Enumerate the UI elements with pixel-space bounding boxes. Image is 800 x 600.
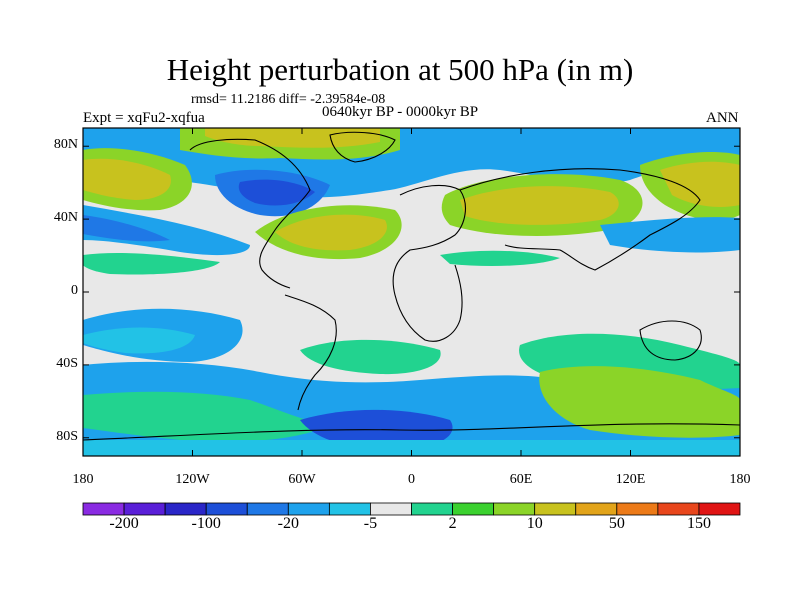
colorbar-box bbox=[575, 502, 618, 516]
colorbar-label: -5 bbox=[363, 515, 378, 532]
lat-label: 40N bbox=[53, 210, 78, 226]
contour-namerica-core bbox=[238, 179, 315, 206]
contour-wpacific-blue bbox=[600, 217, 740, 253]
colorbar-box bbox=[657, 502, 700, 516]
lon-label: 0 bbox=[408, 472, 415, 487]
coastlines bbox=[83, 131, 740, 441]
colorbar-box bbox=[205, 502, 248, 516]
colorbar-label: 150 bbox=[686, 515, 711, 532]
coast-asia bbox=[459, 168, 701, 271]
colorbar-box bbox=[164, 502, 207, 516]
lon-label: 180 bbox=[72, 472, 94, 487]
contour-pacific-blue bbox=[83, 205, 250, 256]
contour-pole-band bbox=[83, 440, 740, 456]
period-label: 0640kyr BP - 0000kyr BP bbox=[322, 104, 479, 120]
colorbar-label: -20 bbox=[277, 515, 299, 532]
contour-eurasia-core bbox=[460, 186, 619, 225]
colorbar-box bbox=[452, 502, 495, 516]
colorbar-label: 10 bbox=[526, 515, 543, 532]
coast-antarctica bbox=[83, 423, 740, 441]
contour-satlantic-green bbox=[300, 339, 441, 375]
lat-label: 0 bbox=[71, 283, 78, 298]
contour-greenland-core bbox=[205, 128, 380, 148]
experiment-label: Expt = xqFu2-xqfua bbox=[83, 110, 205, 126]
colorbar-label: -100 bbox=[191, 515, 221, 532]
lon-label: 60W bbox=[288, 472, 316, 487]
colorbar-label: -200 bbox=[109, 515, 139, 532]
colorbar-box bbox=[328, 502, 371, 516]
colorbar bbox=[82, 502, 741, 516]
stats-line: rmsd= 11.2186 diff= -2.39584e-08 bbox=[191, 92, 386, 107]
coast-north-america bbox=[189, 138, 311, 289]
lat-label: 80N bbox=[53, 137, 78, 153]
colorbar-box bbox=[411, 502, 453, 516]
lat-label: 80S bbox=[56, 428, 78, 444]
contour-southern-green-east bbox=[539, 366, 740, 438]
contour-atlantic-core bbox=[275, 214, 387, 251]
colorbar-label: 2 bbox=[448, 515, 457, 532]
colorbar-box bbox=[616, 502, 659, 516]
colorbar-box bbox=[493, 502, 536, 516]
axis-ticks bbox=[82, 128, 741, 456]
colorbar-box bbox=[123, 502, 166, 516]
coast-greenland bbox=[329, 131, 396, 163]
contour-indian-green bbox=[440, 250, 560, 266]
contour-nwpacific-core bbox=[660, 161, 740, 207]
lon-label: 60E bbox=[509, 472, 533, 487]
colorbar-box bbox=[370, 502, 412, 516]
contour-field bbox=[83, 128, 740, 456]
coast-australia bbox=[639, 320, 702, 361]
plot-title: Height perturbation at 500 hPa (in m) bbox=[166, 52, 634, 87]
lon-label: 180 bbox=[729, 472, 751, 487]
contour-spacific-light bbox=[83, 327, 195, 354]
lon-label: 120W bbox=[175, 472, 210, 487]
contour-tropical-green bbox=[83, 252, 220, 275]
season-label: ANN bbox=[706, 110, 739, 126]
colorbar-box bbox=[82, 502, 125, 516]
colorbar-box bbox=[246, 502, 289, 516]
colorbar-label: 50 bbox=[608, 515, 625, 532]
contour-pacific-blue-core bbox=[83, 215, 170, 242]
colorbar-box bbox=[287, 502, 330, 516]
contour-southern-green-west bbox=[83, 391, 330, 442]
colorbar-box bbox=[534, 502, 577, 516]
coast-south-america bbox=[284, 294, 337, 411]
contour-npacific-core bbox=[83, 158, 171, 200]
colorbar-box bbox=[698, 502, 741, 516]
lon-label: 120E bbox=[615, 472, 646, 487]
lat-label: 40S bbox=[56, 355, 78, 371]
